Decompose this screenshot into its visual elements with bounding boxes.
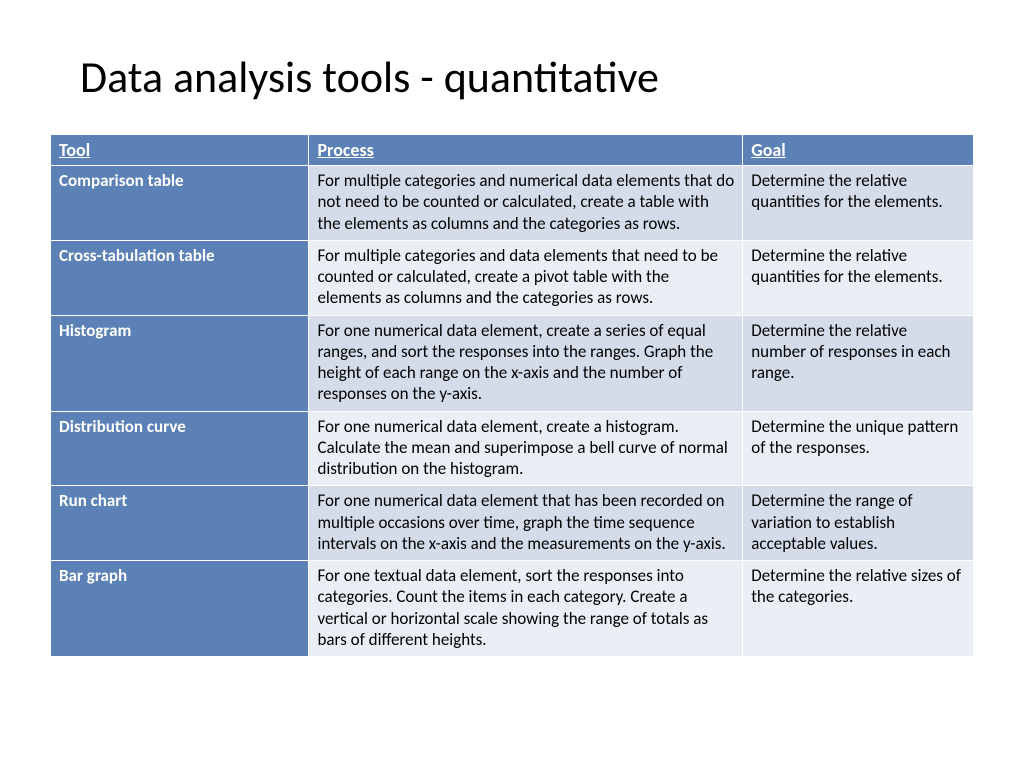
cell-tool: Bar graph [51, 561, 309, 657]
col-header-tool: Tool [51, 135, 309, 166]
table-row: Comparison tableFor multiple categories … [51, 166, 974, 241]
cell-tool: Run chart [51, 486, 309, 561]
table-row: HistogramFor one numerical data element,… [51, 315, 974, 411]
cell-process: For multiple categories and numerical da… [309, 166, 743, 241]
cell-tool: Histogram [51, 315, 309, 411]
cell-goal: Determine the relative quantities for th… [743, 166, 974, 241]
cell-process: For one numerical data element, create a… [309, 315, 743, 411]
cell-goal: Determine the unique pattern of the resp… [743, 411, 974, 486]
cell-process: For one numerical data element that has … [309, 486, 743, 561]
cell-tool: Comparison table [51, 166, 309, 241]
col-header-process: Process [309, 135, 743, 166]
cell-tool: Distribution curve [51, 411, 309, 486]
cell-process: For one numerical data element, create a… [309, 411, 743, 486]
cell-process: For one textual data element, sort the r… [309, 561, 743, 657]
cell-goal: Determine the relative sizes of the cate… [743, 561, 974, 657]
tools-table: Tool Process Goal Comparison tableFor mu… [50, 134, 974, 657]
cell-process: For multiple categories and data element… [309, 240, 743, 315]
slide: Data analysis tools - quantitative Tool … [0, 0, 1024, 768]
table-row: Distribution curveFor one numerical data… [51, 411, 974, 486]
table-row: Cross-tabulation tableFor multiple categ… [51, 240, 974, 315]
cell-goal: Determine the range of variation to esta… [743, 486, 974, 561]
col-header-goal: Goal [743, 135, 974, 166]
cell-goal: Determine the relative quantities for th… [743, 240, 974, 315]
cell-tool: Cross-tabulation table [51, 240, 309, 315]
table-header-row: Tool Process Goal [51, 135, 974, 166]
table-row: Run chartFor one numerical data element … [51, 486, 974, 561]
table-row: Bar graphFor one textual data element, s… [51, 561, 974, 657]
cell-goal: Determine the relative number of respons… [743, 315, 974, 411]
slide-title: Data analysis tools - quantitative [80, 50, 974, 104]
